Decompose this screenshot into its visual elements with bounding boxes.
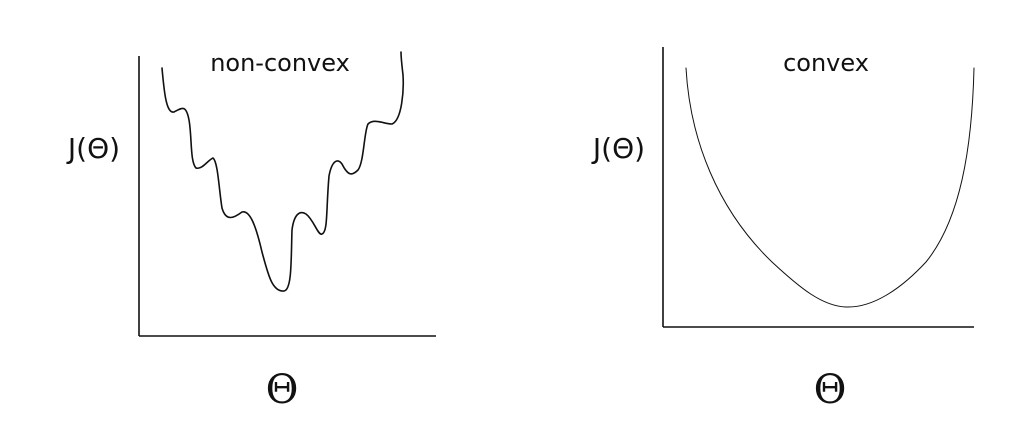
panel-nonconvex: non-convex J(Θ) Θ — [66, 49, 436, 413]
convex-curve — [685, 67, 975, 308]
left-x-axis-label: Θ — [266, 367, 299, 413]
panel-convex: convex J(Θ) Θ — [591, 47, 975, 413]
left-y-axis-label: J(Θ) — [66, 132, 120, 165]
right-x-axis-label: Θ — [814, 367, 847, 413]
convex-title: convex — [783, 49, 869, 77]
nonconvex-curve — [161, 51, 405, 292]
right-y-axis-label: J(Θ) — [591, 132, 645, 165]
nonconvex-title: non-convex — [210, 49, 350, 77]
